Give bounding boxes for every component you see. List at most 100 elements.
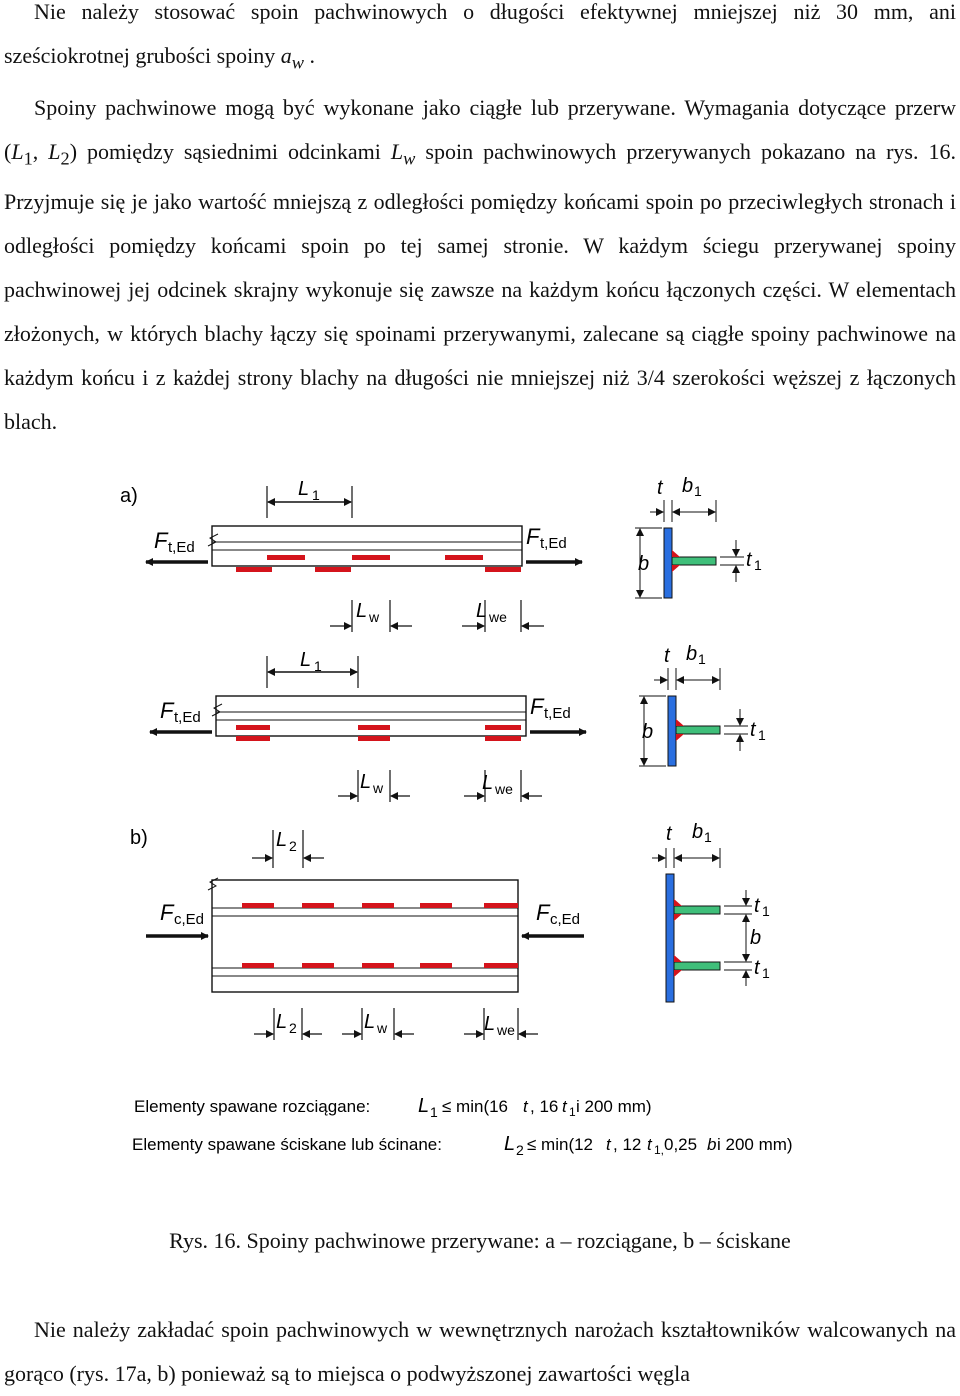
svg-text:L: L (476, 600, 487, 622)
svg-text:b: b (638, 553, 649, 575)
svg-text:t: t (750, 719, 757, 741)
svg-text:i 200 mm): i 200 mm) (717, 1135, 793, 1154)
svg-text:1: 1 (762, 965, 770, 981)
svg-text:1: 1 (314, 658, 322, 674)
paragraph-intermittent-welds: Spoiny pachwinowe mogą być wykonane jako… (4, 86, 956, 444)
svg-text:F: F (536, 900, 551, 925)
svg-text:Elementy spawane rozciągane:: Elementy spawane rozciągane: (134, 1097, 370, 1116)
symbol-L2-subscript: 2 (60, 148, 70, 169)
svg-text:1: 1 (694, 483, 702, 499)
svg-text:t: t (657, 477, 664, 499)
figure-caption: Rys. 16. Spoiny pachwinowe przerywane: a… (169, 1228, 791, 1253)
dimension-Lwe-b: L we (464, 1008, 538, 1040)
dimension-L2-bottom: L 2 (254, 1008, 322, 1040)
svg-text:t: t (523, 1097, 529, 1116)
paragraph-inner-corners: Nie należy zakładać spoin pachwinowych w… (4, 1317, 956, 1386)
svg-text:, 16: , 16 (530, 1097, 558, 1116)
welds-a2 (236, 725, 521, 741)
dimension-L2-top: L 2 (252, 829, 324, 868)
svg-text:L: L (360, 771, 371, 793)
svg-text:t: t (754, 895, 761, 917)
svg-text:F: F (160, 698, 175, 723)
paragraph-tail: . (309, 43, 316, 68)
svg-text:L: L (484, 1013, 495, 1035)
dimension-L1-top: L 1 (266, 478, 353, 518)
svg-text:c,Ed: c,Ed (550, 911, 580, 928)
svg-text:we: we (496, 1022, 515, 1038)
svg-text:F: F (526, 524, 541, 549)
symbol-Lw: L (390, 139, 404, 164)
svg-text:F: F (160, 900, 175, 925)
separator: , (32, 139, 39, 164)
dimension-Lw-a2: L w (338, 770, 410, 802)
welds-a1 (236, 555, 521, 572)
symbol-Lw-subscript: w (403, 148, 416, 169)
svg-text:, 12: , 12 (613, 1135, 641, 1154)
svg-text:t: t (647, 1135, 653, 1154)
force-left-a1: F t,Ed (145, 528, 208, 566)
dimension-Lw-a1: L w (330, 600, 412, 632)
paragraph-text: Nie należy stosować spoin pachwinowych o… (4, 0, 956, 68)
svg-text:≤ min(12: ≤ min(12 (527, 1135, 593, 1154)
label-a: a) (120, 485, 138, 507)
svg-text:1,: 1, (654, 1143, 664, 1157)
paragraph-part-3: spoin pachwinowych przerywanych pokazano… (4, 139, 956, 435)
welds-b (242, 903, 518, 968)
formula-tension: Elementy spawane rozciągane: L 1 ≤ min(1… (134, 1095, 652, 1120)
svg-text:t: t (746, 549, 753, 571)
svg-text:L: L (418, 1095, 429, 1117)
svg-text:b: b (682, 475, 693, 497)
svg-text:L: L (504, 1133, 515, 1155)
svg-text:2: 2 (289, 1020, 297, 1036)
svg-text:1: 1 (754, 557, 762, 573)
svg-text:w: w (376, 1020, 388, 1036)
svg-text:t: t (606, 1135, 612, 1154)
svg-text:L: L (356, 600, 367, 622)
svg-text:1: 1 (758, 727, 766, 743)
svg-text:b: b (692, 821, 703, 843)
svg-text:2: 2 (289, 838, 297, 854)
dimension-Lwe-a2: L we (464, 770, 542, 802)
svg-text:L: L (364, 1011, 375, 1033)
paragraph-min-weld-length: Nie należy stosować spoin pachwinowych o… (4, 0, 956, 84)
svg-text:i 200 mm): i 200 mm) (576, 1097, 652, 1116)
symbol-L1: L (11, 139, 24, 164)
svg-text:Elementy spawane ściskane lub: Elementy spawane ściskane lub ścinane: (132, 1135, 442, 1154)
svg-text:t: t (664, 645, 671, 667)
dimension-Lw-b: L w (342, 1008, 414, 1040)
symbol-a-subscript: w (291, 52, 305, 73)
svg-text:1: 1 (704, 829, 712, 845)
svg-text:b: b (707, 1135, 716, 1154)
svg-text:b: b (686, 643, 697, 665)
figure-intermittent-fillet-welds: a) L 1 F t,Ed (120, 475, 793, 1158)
svg-text:c,Ed: c,Ed (174, 911, 204, 928)
svg-text:t: t (666, 823, 673, 845)
svg-text:1: 1 (430, 1104, 438, 1120)
paragraph-part-1: Spoiny pachwinowe mogą być wykonane jako… (4, 95, 956, 164)
svg-text:1: 1 (569, 1105, 576, 1119)
label-b: b) (130, 827, 148, 849)
svg-text:F: F (530, 694, 545, 719)
paragraph-part-2: ) pomiędzy sąsiednimi odcinkami (69, 139, 381, 164)
symbol-L2: L (48, 139, 61, 164)
dimension-L1-second: L 1 (266, 649, 359, 688)
svg-text:we: we (488, 609, 507, 625)
t-section-a2: t b 1 b t 1 (639, 643, 766, 767)
force-right-b: F c,Ed (521, 900, 584, 940)
plate-assembly-b (207, 877, 519, 993)
svg-text:F: F (154, 528, 169, 553)
svg-text:1: 1 (312, 487, 320, 503)
svg-text:t,Ed: t,Ed (174, 709, 201, 726)
svg-text:L: L (276, 1011, 287, 1033)
svg-text:b: b (642, 721, 653, 743)
symbol-L1-subscript: 1 (23, 148, 33, 169)
force-left-a2: F t,Ed (149, 698, 212, 736)
plate-section-b: t b 1 t 1 b t 1 (652, 821, 770, 1003)
t-section-a1: t b 1 b t 1 (635, 475, 762, 599)
svg-text:L: L (300, 649, 311, 671)
force-right-a2: F t,Ed (530, 694, 587, 736)
svg-text:1: 1 (762, 903, 770, 919)
svg-text:2: 2 (516, 1142, 524, 1158)
plate-assembly-a1 (207, 525, 523, 567)
svg-text:w: w (372, 780, 384, 796)
